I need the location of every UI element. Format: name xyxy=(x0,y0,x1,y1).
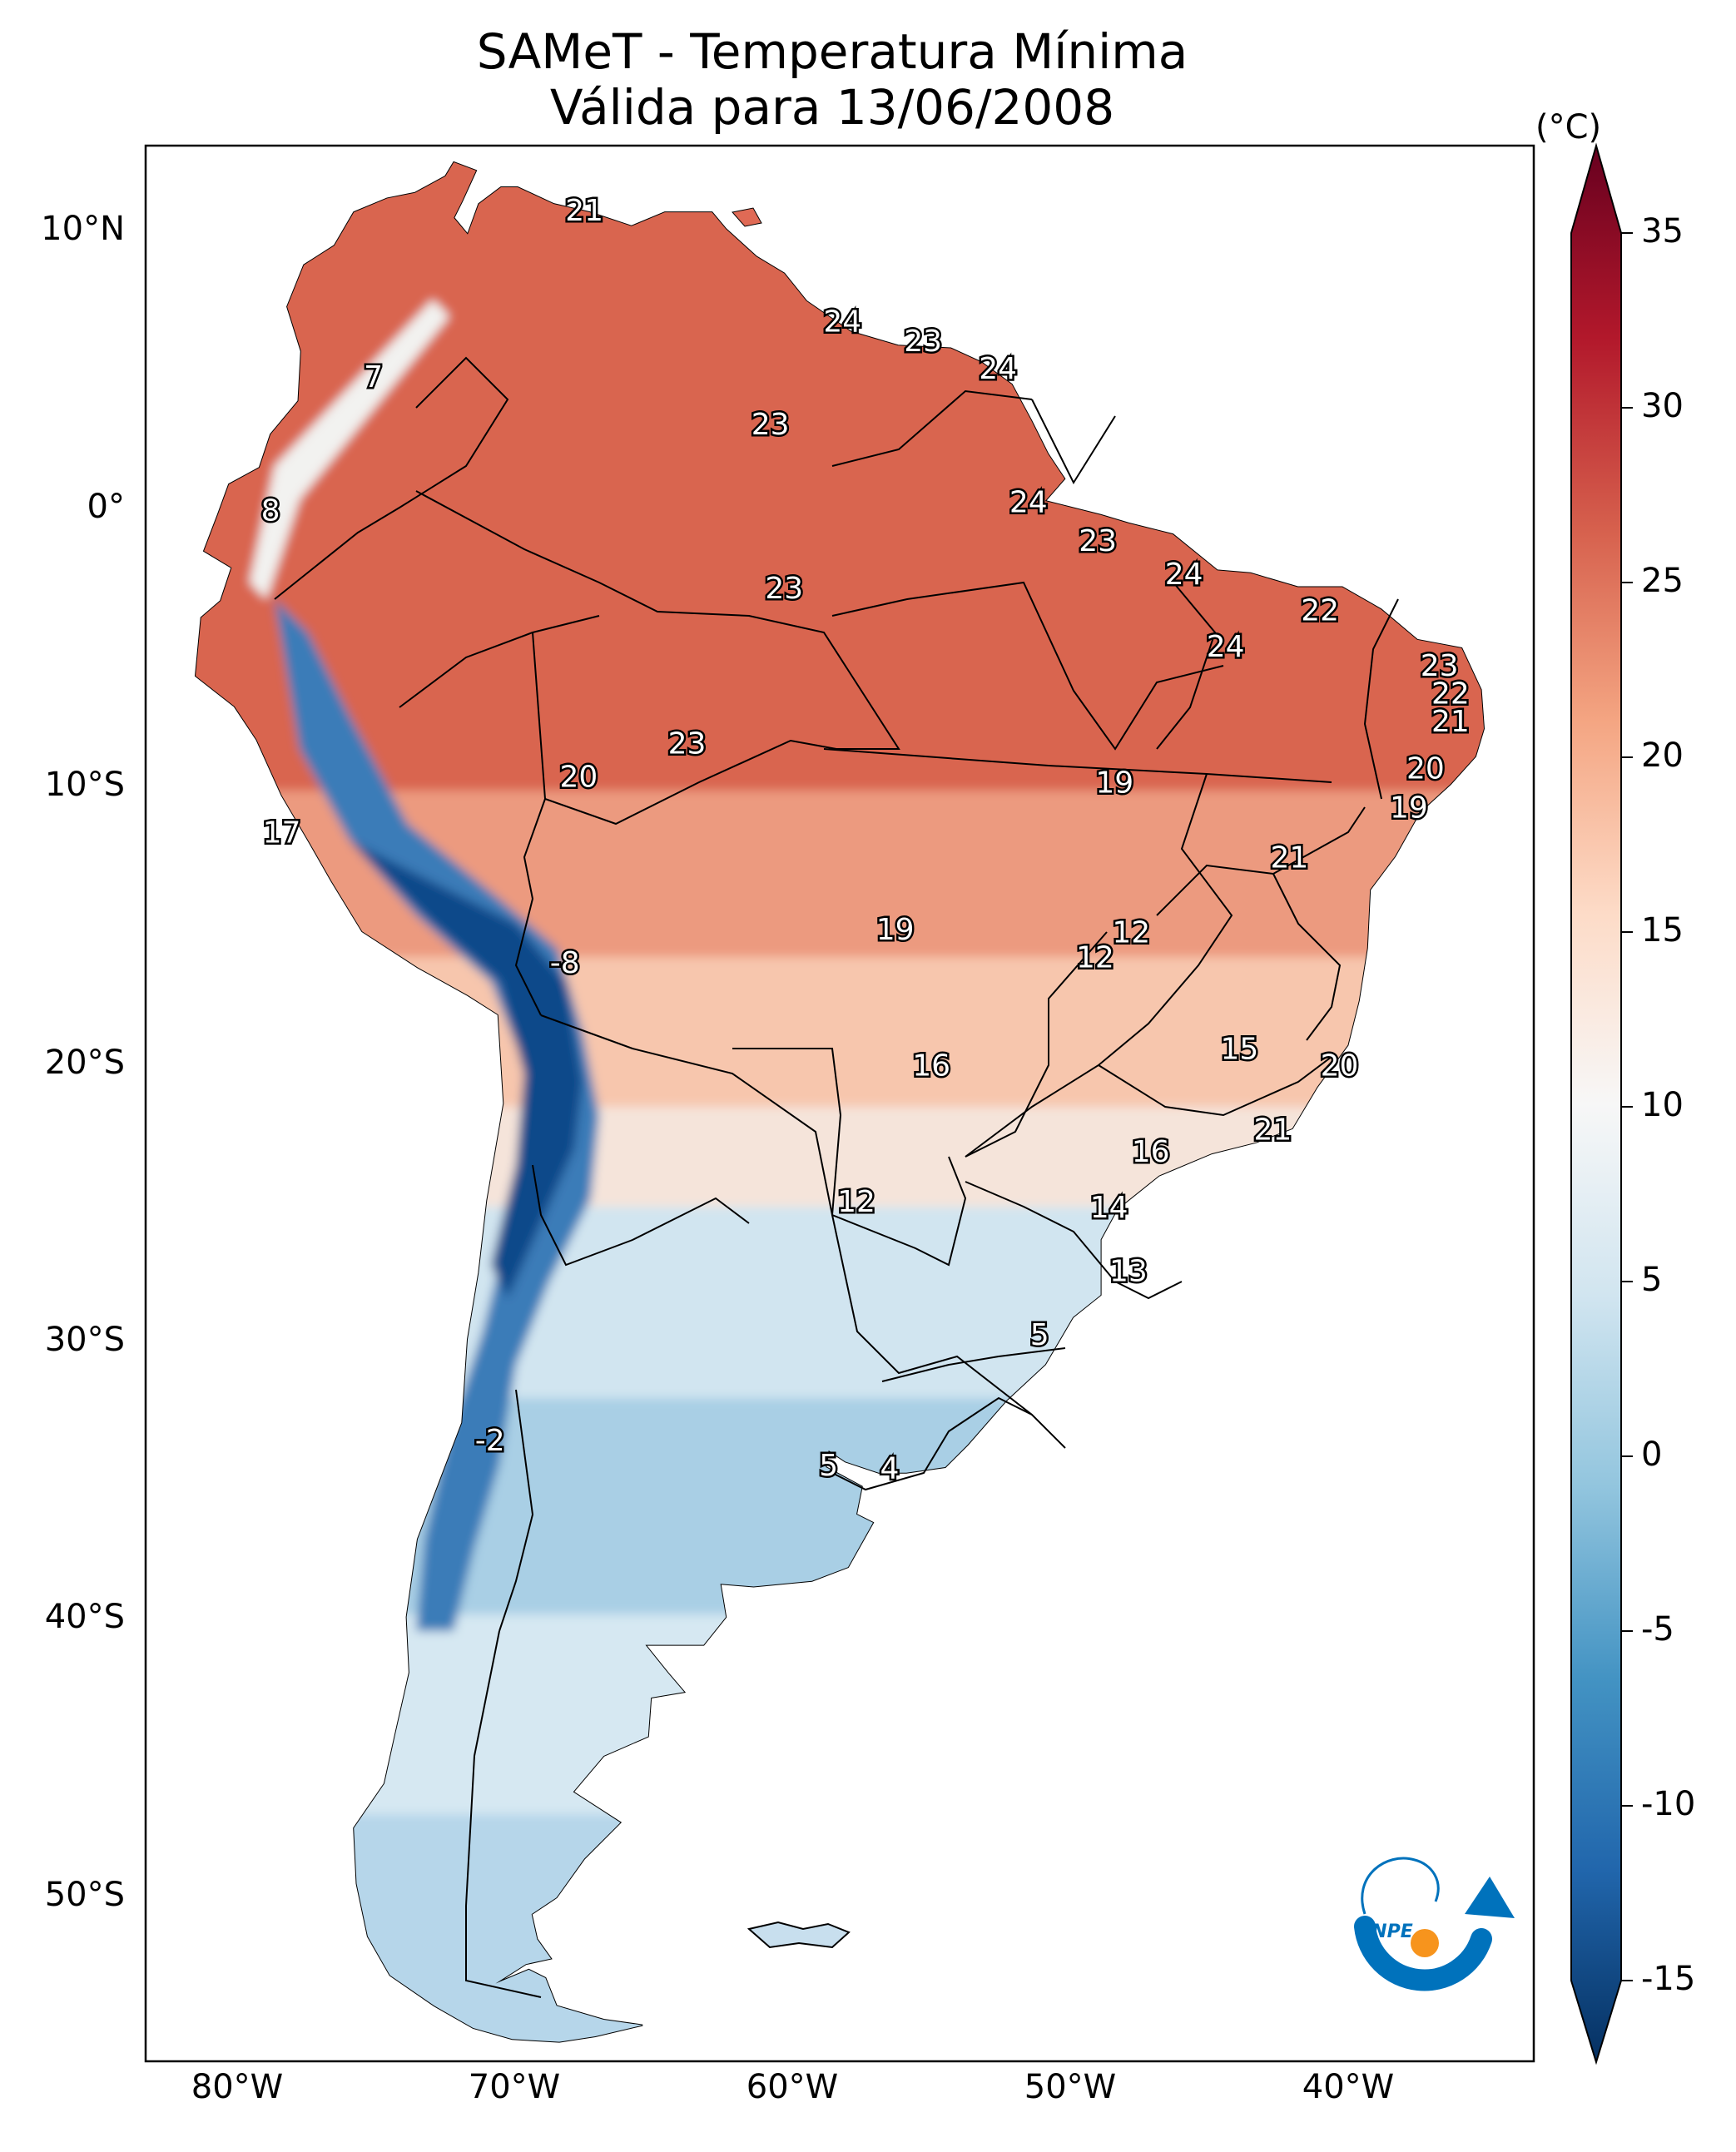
temperature-label: 15 xyxy=(1220,1033,1258,1067)
temperature-label: 12 xyxy=(1076,941,1114,975)
zone-subtropical-mild xyxy=(196,957,1484,1107)
temperature-label: 4 xyxy=(880,1451,900,1485)
temperature-label: 24 xyxy=(1207,630,1245,664)
temperature-label: 22 xyxy=(1301,594,1339,628)
temperature-label: 16 xyxy=(912,1049,950,1083)
colorbar-tick-label: 30 xyxy=(1641,387,1684,425)
colorbar-tick-label: 5 xyxy=(1641,1261,1662,1299)
zone-south-cool xyxy=(196,1207,1484,1398)
logo-arc xyxy=(1354,1916,1492,1991)
colorbar-tick-label: 25 xyxy=(1641,562,1684,600)
logo-sun xyxy=(1411,1929,1439,1957)
colorbar-tick-label: 35 xyxy=(1641,212,1684,250)
colorbar-unit: (°C) xyxy=(1535,108,1602,146)
zone-tropical-warm xyxy=(196,162,1484,791)
temperature-label: 8 xyxy=(261,493,280,528)
logo-arrow-icon xyxy=(1465,1877,1515,1918)
country-borders xyxy=(274,356,1399,1998)
altiplano-cold-core xyxy=(350,840,583,1298)
temperature-label: 5 xyxy=(819,1449,838,1483)
temperature-label: -2 xyxy=(475,1424,505,1458)
colorbar-body xyxy=(1570,142,1622,2065)
temperature-label: 24 xyxy=(979,352,1017,386)
lat-tick-50s: 50°S xyxy=(44,1876,125,1914)
temperature-label: 12 xyxy=(837,1185,875,1219)
inpe-logo: INPE xyxy=(1354,1857,1515,1991)
zone-patagonia xyxy=(196,1614,1484,1814)
temperature-label: 20 xyxy=(559,761,598,795)
temperature-label: 20 xyxy=(1406,752,1445,786)
lon-tick-40w: 40°W xyxy=(1302,2068,1395,2106)
zone-far-south xyxy=(196,1814,1484,2042)
lat-tick-0: 0° xyxy=(87,488,125,526)
lat-tick-10n: 10°N xyxy=(41,210,125,248)
temperature-label: 24 xyxy=(1165,558,1203,592)
temperature-label: 21 xyxy=(1253,1113,1292,1147)
temperature-label: 24 xyxy=(1009,485,1048,519)
temperature-label: 23 xyxy=(751,408,790,442)
colorbar-tick-label: -15 xyxy=(1641,1960,1695,1998)
temperature-label: 20 xyxy=(1321,1049,1359,1083)
colorbar-ticks: 35 30 25 20 15 10 5 0 -5 -10 -15 xyxy=(1621,212,1695,1998)
temperature-label: 16 xyxy=(1132,1135,1170,1169)
caribbean-island xyxy=(732,207,762,227)
temperature-label: 7 xyxy=(364,360,383,394)
zone-pampas-cold xyxy=(196,1398,1484,1614)
temperature-label: 21 xyxy=(565,194,603,228)
temperature-label: 24 xyxy=(823,305,861,340)
lat-tick-10s: 10°S xyxy=(44,766,125,804)
lon-tick-80w: 80°W xyxy=(191,2068,284,2106)
colorbar-tick-label: -10 xyxy=(1641,1785,1695,1823)
lon-tick-60w: 60°W xyxy=(746,2068,839,2106)
temperature-label: 21 xyxy=(1270,840,1308,875)
map-title: SAMeT - Temperatura Mínima xyxy=(476,23,1188,80)
falkland-islands xyxy=(746,1921,851,1949)
colorbar-tick-label: 10 xyxy=(1641,1086,1684,1124)
temperature-label: 13 xyxy=(1109,1255,1148,1289)
temperature-label: 17 xyxy=(263,816,301,850)
logo-swirl xyxy=(1361,1857,1440,1915)
lat-tick-30s: 30°S xyxy=(44,1321,125,1359)
temperature-label: 19 xyxy=(876,913,915,947)
temperature-label: 21 xyxy=(1431,705,1470,739)
temperature-label: 5 xyxy=(1030,1318,1049,1352)
lon-tick-50w: 50°W xyxy=(1024,2068,1117,2106)
colombian-andes-cold xyxy=(250,300,449,599)
temperature-label: 23 xyxy=(765,572,803,606)
logo-text: INPE xyxy=(1365,1921,1413,1942)
plot-frame xyxy=(144,144,1535,2063)
temperature-label: -8 xyxy=(550,946,580,980)
colorbar-tick-label: 15 xyxy=(1641,911,1684,950)
colorbar-tick-label: 20 xyxy=(1641,736,1684,775)
temperature-label: 23 xyxy=(904,325,942,359)
map-subtitle: Válida para 13/06/2008 xyxy=(549,79,1115,136)
colorbar: 35 30 25 20 15 10 5 0 -5 -10 -15 xyxy=(1570,142,1695,2065)
temperature-label: 12 xyxy=(1112,916,1150,950)
lon-tick-70w: 70°W xyxy=(468,2068,561,2106)
lat-tick-20s: 20°S xyxy=(44,1044,125,1082)
temperature-label: 22 xyxy=(1431,677,1470,712)
temperature-label: 23 xyxy=(1421,649,1459,683)
temperature-label: 23 xyxy=(1079,524,1117,558)
temperature-label: 23 xyxy=(668,727,707,761)
colorbar-tick-label: 0 xyxy=(1641,1435,1662,1474)
colorbar-tick-label: -5 xyxy=(1641,1610,1674,1649)
temperature-label: 14 xyxy=(1090,1191,1128,1225)
lat-tick-40s: 40°S xyxy=(44,1598,125,1636)
temperature-label: 19 xyxy=(1095,766,1133,800)
temperature-label: 19 xyxy=(1390,791,1428,825)
